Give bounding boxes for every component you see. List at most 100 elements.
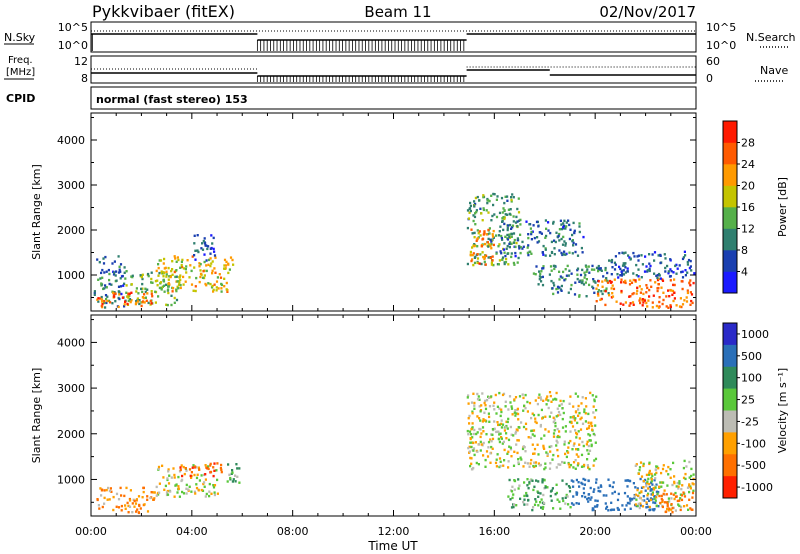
data-cell	[681, 303, 685, 306]
data-cell	[117, 285, 121, 288]
data-cell	[628, 295, 631, 298]
data-cell	[140, 304, 143, 308]
data-cell	[157, 266, 160, 270]
colorbar-swatch	[723, 410, 737, 433]
data-cell	[178, 276, 181, 279]
data-cell	[158, 491, 161, 494]
data-cell	[473, 407, 476, 410]
data-cell	[235, 463, 238, 466]
data-cell	[100, 298, 103, 301]
data-cell	[650, 488, 653, 491]
data-cell	[558, 239, 561, 242]
data-cell	[184, 467, 187, 470]
data-cell	[209, 264, 212, 268]
data-cell	[195, 466, 198, 469]
data-cell	[599, 490, 602, 493]
data-cell	[558, 278, 561, 281]
data-cell	[645, 473, 648, 477]
data-cell	[576, 277, 579, 281]
data-cell	[203, 485, 206, 488]
data-cell	[552, 292, 555, 296]
colorbar-swatch	[723, 271, 737, 294]
data-cell	[570, 283, 573, 287]
data-cell	[678, 499, 681, 502]
data-cell	[532, 429, 536, 432]
data-cell	[691, 491, 695, 495]
data-cell	[194, 289, 197, 293]
data-cell	[585, 270, 588, 273]
data-cell	[652, 486, 655, 490]
data-cell	[184, 280, 187, 283]
data-cell	[160, 288, 163, 291]
data-cell	[512, 493, 515, 496]
data-cell	[483, 260, 486, 264]
data-cell	[118, 268, 121, 271]
data-cell	[584, 281, 587, 284]
data-cell	[127, 299, 130, 302]
data-cell	[487, 412, 490, 415]
data-cell	[641, 263, 644, 266]
data-cell	[553, 267, 556, 271]
data-cell	[572, 480, 575, 483]
data-cell	[117, 506, 121, 509]
colorbar-swatch	[723, 142, 737, 165]
data-cell	[639, 301, 642, 305]
data-cell	[635, 274, 638, 277]
data-cell	[511, 224, 515, 227]
data-cell	[165, 303, 168, 306]
data-cell	[517, 439, 520, 442]
data-cell	[569, 463, 573, 467]
data-cell	[561, 253, 564, 257]
data-cell	[639, 297, 642, 300]
data-cell	[649, 264, 652, 268]
data-cell	[213, 254, 217, 257]
data-cell	[649, 279, 652, 282]
data-cell	[167, 266, 170, 270]
data-cell	[575, 493, 578, 496]
data-cell	[182, 492, 186, 495]
data-cell	[564, 452, 567, 456]
data-cell	[690, 299, 693, 303]
data-cell	[170, 303, 173, 307]
data-cell	[469, 437, 472, 441]
data-cell	[525, 427, 528, 431]
data-cell	[671, 511, 674, 514]
data-cell	[470, 401, 474, 404]
data-cell	[223, 285, 226, 288]
data-cell	[661, 467, 665, 471]
data-cell	[504, 235, 507, 238]
freq-tick-bottom: 8	[81, 72, 88, 85]
data-cell	[632, 278, 635, 282]
data-cell	[490, 194, 493, 197]
data-cell	[675, 304, 678, 307]
data-cell	[558, 249, 561, 252]
data-cell	[100, 304, 103, 308]
data-cell	[236, 475, 239, 478]
data-cell	[504, 213, 507, 216]
data-cell	[124, 277, 127, 280]
data-cell	[634, 280, 637, 283]
data-cell	[102, 257, 105, 260]
data-cell	[114, 274, 117, 277]
data-cell	[637, 254, 640, 257]
data-cell	[668, 500, 671, 503]
data-cell	[483, 257, 486, 261]
data-cell	[550, 445, 553, 448]
data-cell	[236, 467, 239, 470]
data-cell	[533, 485, 536, 488]
data-cell	[648, 473, 651, 476]
data-cell	[621, 251, 624, 254]
data-cell	[609, 279, 612, 283]
data-cell	[545, 234, 548, 238]
data-cell	[680, 270, 683, 274]
data-cell	[536, 402, 539, 406]
data-cell	[489, 461, 492, 464]
data-cell	[200, 488, 203, 492]
data-cell	[671, 506, 674, 510]
data-cell	[568, 223, 571, 227]
data-cell	[516, 207, 519, 211]
data-cell	[582, 283, 586, 286]
data-cell	[654, 501, 657, 505]
data-cell	[558, 500, 561, 503]
data-cell	[486, 455, 490, 458]
